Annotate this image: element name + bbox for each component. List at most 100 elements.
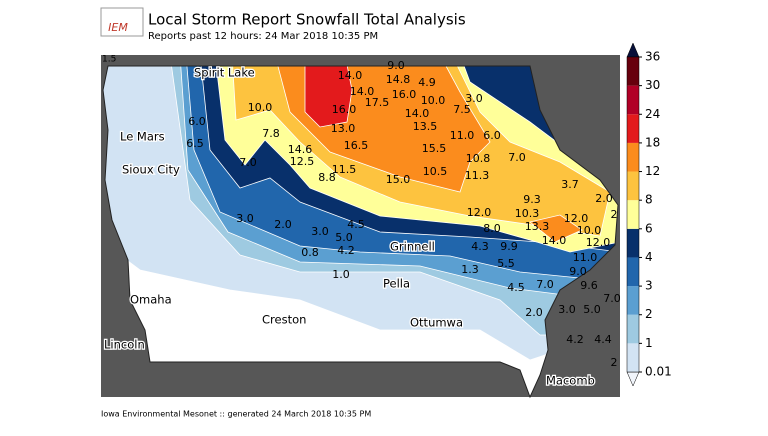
footer: Iowa Environmental Mesonet :: generated … (101, 410, 371, 419)
colorbar-segment (627, 142, 639, 172)
colorbar-tick-label: 18 (645, 135, 660, 149)
report-value: 7.0 (603, 292, 621, 305)
report-value: 4.5 (507, 281, 525, 294)
report-value: 12.0 (467, 206, 492, 219)
city-label: Le Mars (120, 130, 165, 144)
report-value: 12.5 (290, 155, 315, 168)
report-value: 5.5 (497, 257, 515, 270)
colorbar-tick-label: 12 (645, 164, 660, 178)
report-value: 14.0 (350, 85, 375, 98)
report-value: 8.0 (483, 222, 501, 235)
report-value: 16.5 (344, 139, 369, 152)
colorbar-segment (627, 257, 639, 287)
report-value: 7.0 (536, 278, 554, 291)
labels: 9.014.0 14.8 4.914.0 16.017.5 10.0 3.07.516.0… (103, 59, 621, 389)
report-value: 4.5 (347, 218, 365, 231)
report-value: 10.3 (515, 207, 540, 220)
report-value: 7.8 (262, 127, 280, 140)
report-value: 5.0 (583, 303, 601, 316)
colorbar-segment (627, 200, 639, 229)
report-value: 3.0 (465, 92, 483, 105)
city-label: Sioux City (122, 163, 180, 177)
report-value: 7.5 (453, 103, 471, 116)
city-label: Macomb (546, 374, 595, 388)
colorbar-extend-bottom (626, 371, 640, 387)
city-label: Spirit Lake (194, 66, 255, 80)
title: Local Storm Report Snowfall Total Analys… (148, 11, 466, 29)
report-value: 2.0 (525, 306, 543, 319)
report-value: 3.0 (236, 212, 254, 225)
report-value: 2.0 (274, 218, 292, 231)
report-value: 13.3 (525, 220, 550, 233)
colorbar-segment (627, 286, 639, 315)
colorbar-segment (627, 228, 639, 258)
report-value: 10.0 (248, 101, 273, 114)
report-value: 4.3 (471, 240, 489, 253)
colorbar-segment (627, 114, 639, 143)
report-value: 14.0 (338, 69, 363, 82)
report-value: 13.5 (413, 120, 438, 133)
report-value: 10.0 (577, 224, 602, 237)
report-value: 17.5 (365, 96, 390, 109)
city-label: Lincoln (104, 338, 145, 352)
report-value: 16.0 (332, 103, 357, 116)
report-value: 2 (611, 208, 618, 221)
city-label: Creston (262, 313, 306, 327)
report-value: 10.0 (421, 94, 446, 107)
colorbar-tick-label: 8 (645, 193, 653, 207)
report-value: 9.0 (387, 59, 405, 72)
report-value: 8.8 (318, 171, 336, 184)
colorbar-segment (627, 85, 639, 115)
city-label: Grinnell (390, 240, 435, 254)
report-value: 9.0 (569, 265, 587, 278)
report-value: 11.0 (573, 251, 598, 264)
report-value: 12.0 (586, 236, 611, 249)
report-value: 7.0 (508, 151, 526, 164)
report-value: 1.3 (461, 263, 479, 276)
colorbar-tick-label: 36 (645, 50, 660, 64)
logo (100, 7, 144, 37)
report-value: 16.0 (392, 88, 417, 101)
report-value: 9.6 (580, 279, 598, 292)
report-value: 2.0 (595, 192, 613, 205)
colorbar-segment (627, 314, 639, 344)
report-value: 9.9 (500, 240, 518, 253)
report-value: 15.5 (422, 142, 447, 155)
subtitle: Reports past 12 hours: 24 Mar 2018 10:35… (148, 31, 378, 42)
colorbar-tick-label: 3 (645, 279, 653, 293)
report-value: 10.8 (466, 152, 491, 165)
colorbar-segment (627, 343, 639, 372)
report-value: 14.8 (386, 73, 411, 86)
colorbar-tick-label: 30 (645, 78, 660, 92)
colorbar-frame (626, 56, 640, 373)
report-value: 7.0 (239, 156, 257, 169)
report-value: 2 (611, 356, 618, 369)
report-value: 11.0 (450, 129, 475, 142)
colorbar-tick-label: 6 (645, 221, 653, 235)
report-value: 11.3 (465, 169, 490, 182)
colorbar-extend-top (626, 42, 640, 58)
report-value: 6.0 (483, 129, 501, 142)
contour-band (304, 66, 353, 128)
colorbar-tick-label: 1 (645, 336, 653, 350)
contour-band (529, 214, 583, 243)
colorbar-tick-label: 4 (645, 250, 653, 264)
report-value: 6.0 (188, 115, 206, 128)
corner-label: 1.5 (102, 55, 116, 65)
report-value: 14.0 (405, 107, 430, 120)
report-value: 14.6 (288, 143, 313, 156)
report-value: 4.4 (594, 333, 612, 346)
city-label: Ottumwa (410, 316, 463, 330)
report-value: 4.2 (337, 244, 355, 257)
city-label: Pella (383, 277, 410, 291)
report-value: 10.5 (423, 165, 448, 178)
colorbar-tick-label: 2 (645, 307, 653, 321)
colorbar-tick-label: 0.01 (645, 365, 672, 379)
report-value: 3.0 (311, 225, 329, 238)
report-value: 3.7 (561, 178, 579, 191)
colorbar-segment (627, 171, 639, 201)
report-value: 11.5 (332, 163, 357, 176)
report-value: 12.0 (564, 212, 589, 225)
report-value: 1.0 (332, 268, 350, 281)
